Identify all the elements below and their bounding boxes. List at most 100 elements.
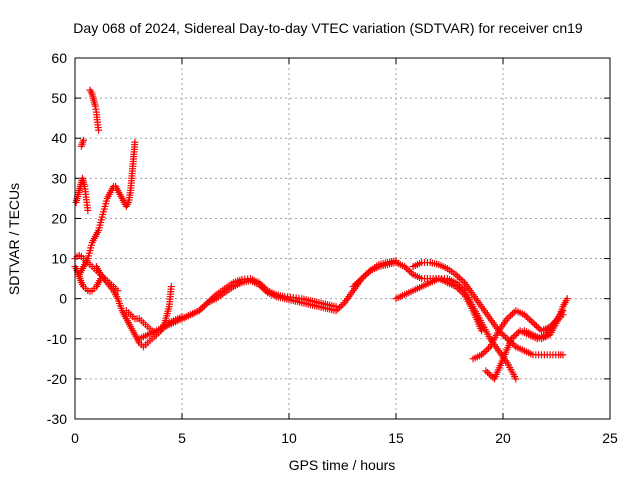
data-point [479, 349, 487, 357]
data-point [459, 285, 467, 293]
data-point [478, 351, 486, 359]
series-sat-h [122, 283, 175, 339]
x-tick-label: 5 [178, 430, 186, 446]
y-tick-label: 60 [51, 50, 67, 66]
data-point [485, 370, 493, 378]
y-tick-labels: 60 50 40 30 20 10 0 -10 -20 -30 [47, 50, 67, 427]
y-tick-label: 30 [51, 170, 67, 186]
data-point [459, 277, 467, 285]
data-point [363, 270, 371, 278]
y-tick-label: 0 [59, 291, 67, 307]
data-point [484, 368, 492, 376]
data-point [402, 264, 410, 272]
data-points [71, 86, 571, 383]
data-point [508, 310, 516, 318]
data-point [167, 283, 175, 291]
y-tick-label: 50 [51, 90, 67, 106]
data-point [559, 351, 567, 359]
data-point [454, 272, 462, 280]
series-sat-b [71, 263, 105, 295]
series-sat-p [520, 295, 571, 343]
data-point [361, 271, 369, 279]
x-tick-label: 20 [495, 430, 511, 446]
data-point [527, 317, 535, 325]
data-point [359, 273, 367, 281]
data-point [483, 346, 491, 354]
data-point [95, 126, 103, 134]
data-point [452, 279, 460, 287]
data-point [500, 332, 508, 340]
y-tick-label: 20 [51, 210, 67, 226]
data-point [339, 300, 347, 308]
data-point [455, 274, 463, 282]
data-point [457, 283, 465, 291]
data-point [502, 333, 510, 341]
series-sat-d [77, 136, 88, 150]
data-point [510, 308, 518, 316]
data-point [508, 335, 516, 343]
data-point [351, 281, 359, 289]
data-point [407, 269, 415, 277]
data-point [197, 305, 205, 313]
data-point [522, 312, 530, 320]
data-point [531, 320, 539, 328]
data-point [503, 315, 511, 323]
data-point [202, 300, 210, 308]
data-point [563, 295, 571, 303]
data-point [457, 275, 465, 283]
data-point [520, 311, 528, 319]
data-point [349, 283, 357, 291]
data-point [131, 138, 139, 146]
data-point [481, 348, 489, 356]
x-tick-label: 25 [602, 430, 618, 446]
data-point [84, 206, 92, 214]
data-point [505, 313, 513, 321]
grid-lines [75, 58, 610, 419]
data-point [200, 302, 208, 310]
data-point [514, 328, 522, 336]
x-tick-label: 10 [281, 430, 297, 446]
data-point [336, 303, 344, 311]
data-point [260, 285, 268, 293]
y-axis-label: SDTVAR / TECUs [6, 183, 22, 295]
data-point [482, 367, 490, 375]
data-point [452, 271, 460, 279]
x-tick-label: 0 [71, 430, 79, 446]
data-point [334, 305, 342, 313]
data-point [524, 314, 532, 322]
data-point [365, 268, 373, 276]
series-sat-c [72, 174, 92, 214]
data-point [358, 275, 366, 283]
data-point [534, 324, 542, 332]
plot-frame [74, 57, 611, 420]
data-point [513, 330, 521, 338]
data-point [406, 267, 414, 275]
data-point [353, 279, 361, 287]
data-point [354, 278, 362, 286]
data-point [532, 322, 540, 330]
data-point [195, 307, 203, 315]
data-point [498, 330, 506, 338]
data-point [255, 281, 263, 289]
data-point [454, 280, 462, 288]
data-point [526, 316, 534, 324]
x-axis-label: GPS time / hours [289, 457, 396, 473]
y-tick-label: -30 [47, 411, 67, 427]
series-sat-e [86, 86, 103, 134]
data-point [529, 319, 537, 327]
data-point [262, 287, 270, 295]
data-point [401, 263, 409, 271]
data-point [199, 303, 207, 311]
data-point [332, 307, 340, 315]
series-sat-f [75, 138, 139, 279]
data-point [80, 136, 88, 144]
data-point [257, 282, 265, 290]
data-point [455, 282, 463, 290]
data-point [536, 325, 544, 333]
data-point [258, 284, 266, 292]
data-point [487, 372, 495, 380]
data-point [356, 276, 364, 284]
chart-title: Day 068 of 2024, Sidereal Day-to-day VTE… [73, 20, 583, 36]
x-tick-labels: 0 5 10 15 20 25 [71, 430, 618, 446]
